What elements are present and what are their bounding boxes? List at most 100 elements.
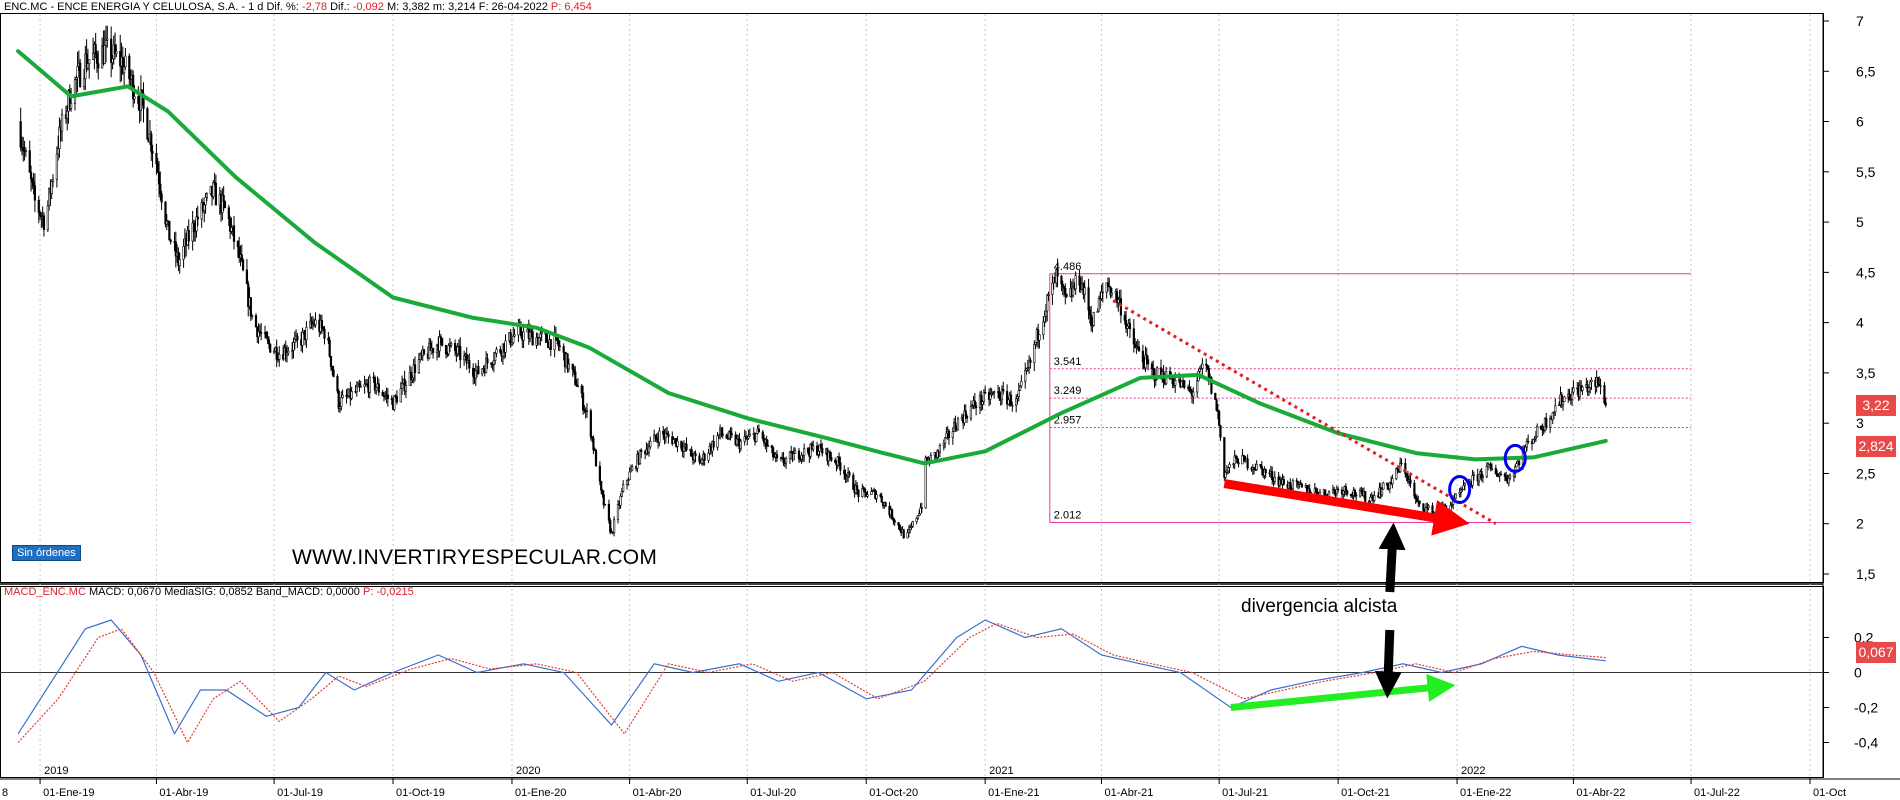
candle bbox=[1020, 375, 1023, 389]
candle-body bbox=[1029, 359, 1032, 363]
candle bbox=[1146, 355, 1150, 371]
candle bbox=[1000, 385, 1004, 405]
candle bbox=[549, 339, 552, 357]
candle-body bbox=[155, 153, 158, 165]
candle bbox=[1427, 504, 1430, 511]
candle bbox=[1335, 485, 1338, 497]
candle-body bbox=[50, 181, 53, 194]
x-tick-label: 01-Oct-19 bbox=[396, 787, 445, 799]
candle-body bbox=[459, 345, 462, 361]
candle bbox=[1219, 424, 1222, 441]
candle bbox=[784, 456, 788, 469]
candle-body bbox=[1507, 478, 1510, 484]
candle-body bbox=[965, 415, 969, 419]
candle bbox=[620, 488, 623, 498]
candle bbox=[712, 434, 715, 450]
candle bbox=[195, 207, 198, 238]
candle-body bbox=[1485, 465, 1488, 477]
x-tick-label: 01-Ene-22 bbox=[1460, 787, 1511, 799]
candle-body bbox=[1150, 363, 1154, 370]
candle-body bbox=[982, 391, 985, 402]
candle-body bbox=[1255, 463, 1258, 470]
candle-body bbox=[1201, 363, 1204, 369]
candle-body bbox=[1503, 473, 1506, 477]
candle-body bbox=[662, 430, 665, 435]
candle bbox=[625, 479, 629, 490]
candle-body bbox=[1043, 316, 1046, 323]
candle-body bbox=[1364, 491, 1367, 502]
candle-body bbox=[747, 435, 750, 439]
candle-body bbox=[450, 343, 453, 346]
candle-body bbox=[1137, 346, 1141, 352]
candle-body bbox=[33, 185, 37, 201]
candle bbox=[340, 391, 343, 411]
candle-body bbox=[866, 494, 869, 497]
candle-body bbox=[94, 44, 97, 55]
candle bbox=[875, 490, 878, 503]
candle-body bbox=[1444, 504, 1447, 509]
candle-body bbox=[241, 259, 245, 271]
candle bbox=[920, 502, 923, 513]
candle-body bbox=[296, 335, 299, 341]
candle-body bbox=[156, 163, 159, 173]
candle-body bbox=[1096, 311, 1099, 313]
candle bbox=[1083, 280, 1086, 303]
candle-body bbox=[375, 387, 378, 391]
price-tick-label: 4,5 bbox=[1856, 264, 1876, 280]
candle bbox=[1515, 461, 1518, 468]
candle bbox=[1042, 316, 1045, 340]
candle-body bbox=[381, 391, 384, 397]
candle-body bbox=[539, 333, 542, 339]
candle bbox=[658, 427, 661, 447]
candle-body bbox=[540, 332, 543, 335]
candle-body bbox=[368, 376, 371, 393]
candle-body bbox=[1034, 342, 1037, 345]
candle-body bbox=[1400, 462, 1403, 465]
candle-body bbox=[91, 52, 95, 60]
candle-body bbox=[28, 150, 31, 173]
candle-body bbox=[1355, 494, 1358, 497]
candle-body bbox=[86, 63, 90, 69]
candle bbox=[1011, 401, 1014, 412]
candle bbox=[1223, 437, 1226, 481]
candle bbox=[1273, 471, 1276, 485]
candle-body bbox=[1536, 425, 1539, 438]
candle-body bbox=[1153, 369, 1156, 381]
candle-body bbox=[830, 456, 833, 461]
candle-body bbox=[725, 435, 728, 439]
candle bbox=[1494, 464, 1497, 475]
candle-body bbox=[915, 518, 918, 522]
candle-body bbox=[1196, 380, 1199, 393]
candle-body bbox=[332, 369, 335, 377]
candle-body bbox=[964, 410, 967, 417]
candle bbox=[649, 436, 652, 450]
candle-body bbox=[1300, 484, 1304, 488]
candle bbox=[1251, 464, 1254, 475]
candle-body bbox=[509, 332, 512, 346]
candle bbox=[1282, 475, 1285, 486]
candle bbox=[1246, 454, 1249, 471]
candle bbox=[1449, 501, 1452, 512]
macd-divergence-arrow bbox=[1230, 673, 1456, 711]
candle bbox=[880, 492, 883, 503]
candle-body bbox=[301, 331, 304, 346]
candle-body bbox=[287, 350, 290, 354]
price-tick-label: 7 bbox=[1856, 13, 1864, 29]
candle bbox=[214, 174, 218, 206]
candle bbox=[227, 204, 230, 226]
candle-body bbox=[110, 38, 113, 63]
candle-body bbox=[70, 103, 73, 109]
candle bbox=[477, 360, 480, 375]
candle bbox=[613, 516, 616, 537]
candle bbox=[337, 389, 340, 413]
downtrend-line bbox=[1112, 299, 1497, 526]
candle bbox=[97, 50, 100, 80]
candle bbox=[1047, 291, 1050, 302]
candle bbox=[574, 366, 577, 386]
candle-body bbox=[1210, 377, 1213, 394]
candle-body bbox=[1183, 380, 1186, 388]
candle-body bbox=[1508, 475, 1512, 479]
orders-badge[interactable]: Sin órdenes bbox=[12, 545, 81, 561]
candle-body bbox=[576, 385, 580, 388]
